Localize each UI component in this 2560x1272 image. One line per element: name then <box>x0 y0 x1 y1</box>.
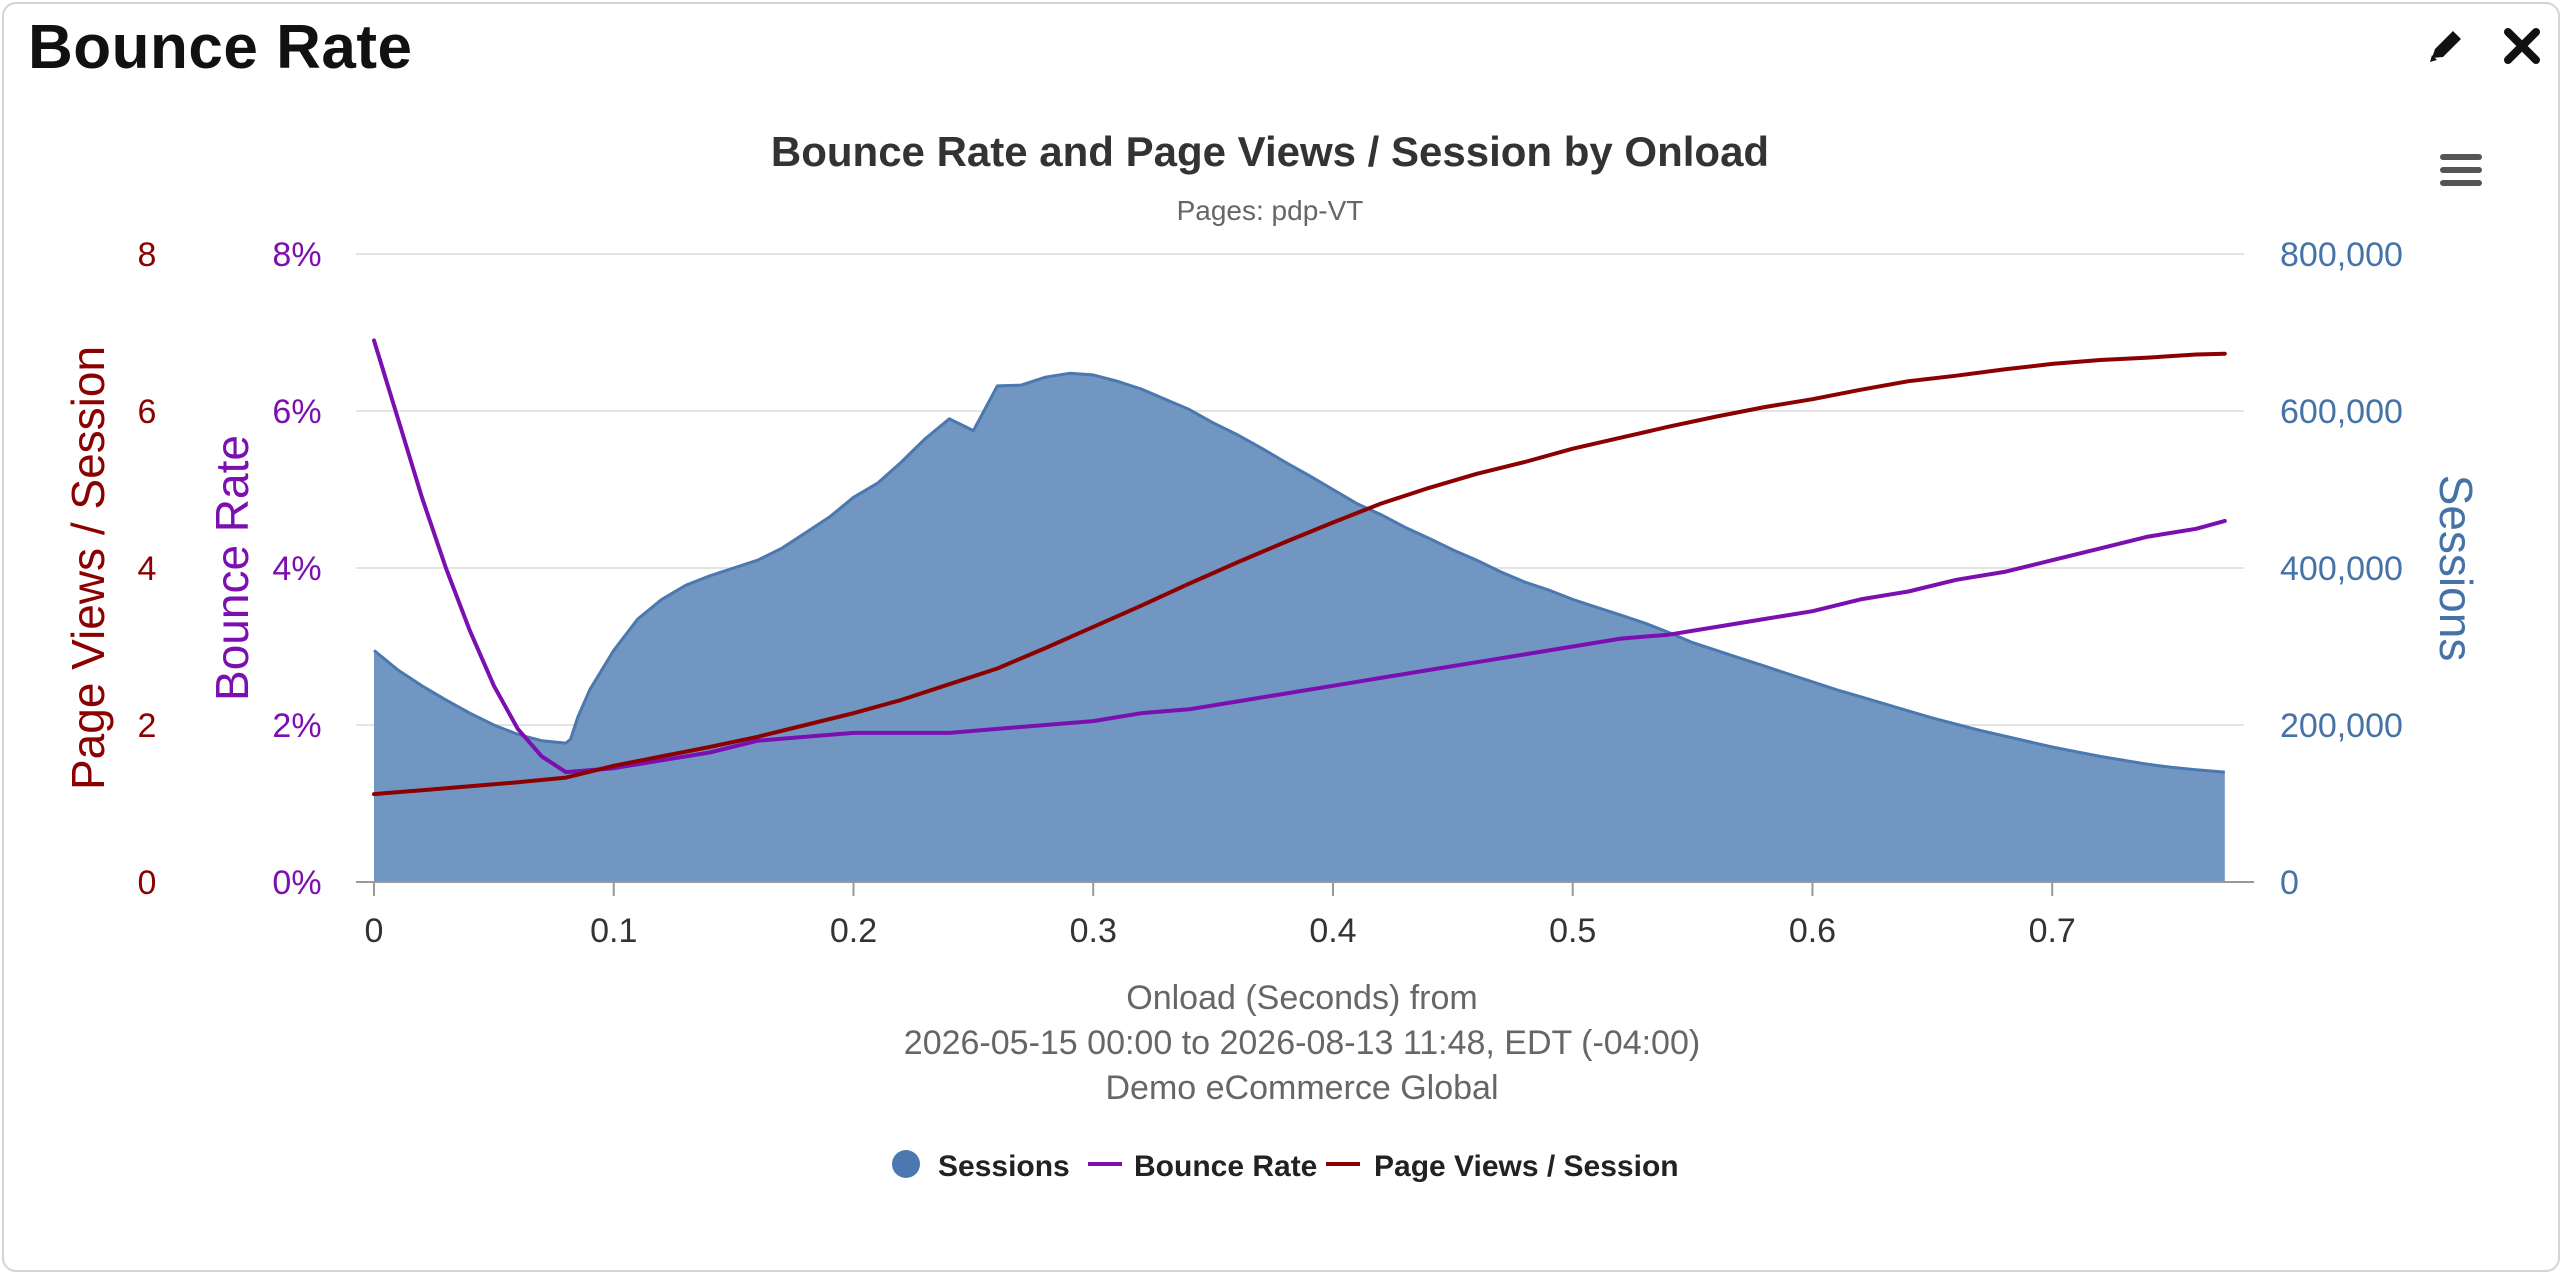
pencil-icon[interactable] <box>2422 22 2470 70</box>
x-axis-title-line: 2026-05-15 00:00 to 2026-08-13 11:48, ED… <box>904 1024 1700 1062</box>
y-tick-label-sessions: 200,000 <box>2280 707 2403 745</box>
menu-bar <box>2440 180 2482 186</box>
menu-bar <box>2440 167 2482 173</box>
legend-label: Page Views / Session <box>1374 1150 1679 1183</box>
x-tick-label: 0.4 <box>1309 912 1356 950</box>
y-axis-title-pvs: Page Views / Session <box>62 346 114 790</box>
x-tick-label: 0.2 <box>830 912 877 950</box>
x-tick-label: 0 <box>365 912 384 950</box>
series-line-bounce-rate <box>372 338 2227 775</box>
y-tick-label-bounce: 4% <box>272 550 321 588</box>
y-tick-label-sessions: 0 <box>2280 864 2299 902</box>
x-axis-title-line: Onload (Seconds) from <box>1126 979 1478 1017</box>
legend-label: Sessions <box>938 1150 1070 1183</box>
legend-symbol-circle <box>892 1150 920 1178</box>
y-tick-label-pvs: 0 <box>138 864 157 902</box>
x-tick-label: 0.3 <box>1070 912 1117 950</box>
series-area-sessions <box>374 373 2225 882</box>
x-tick-label: 0.6 <box>1789 912 1836 950</box>
y-tick-label-sessions: 600,000 <box>2280 393 2403 431</box>
chart-subtitle: Pages: pdp-VT <box>1177 195 1364 226</box>
menu-bar <box>2440 154 2482 160</box>
y-axis-title-bounce: Bounce Rate <box>206 435 258 701</box>
y-tick-label-pvs: 8 <box>138 236 157 274</box>
series-line-page-views-session <box>372 351 2227 797</box>
x-tick-label: 0.5 <box>1549 912 1596 950</box>
legend-item[interactable]: Bounce Rate <box>1088 1150 1317 1183</box>
legend-item[interactable]: Page Views / Session <box>1326 1150 1679 1183</box>
legend-label: Bounce Rate <box>1134 1150 1317 1183</box>
y-tick-label-bounce: 0% <box>272 864 321 902</box>
x-axis-title-line: Demo eCommerce Global <box>1105 1069 1498 1107</box>
x-tick-label: 0.7 <box>2029 912 2076 950</box>
hamburger-menu-icon[interactable] <box>2440 154 2482 186</box>
y-axis-title-sessions: Sessions <box>2430 475 2482 662</box>
y-tick-label-pvs: 4 <box>138 550 157 588</box>
chart-title: Bounce Rate and Page Views / Session by … <box>771 128 1769 175</box>
y-tick-label-bounce: 8% <box>272 236 321 274</box>
close-icon[interactable] <box>2498 22 2546 70</box>
y-tick-label-pvs: 2 <box>138 707 157 745</box>
y-tick-label-bounce: 2% <box>272 707 321 745</box>
y-tick-label-sessions: 800,000 <box>2280 236 2403 274</box>
y-tick-label-bounce: 6% <box>272 393 321 431</box>
y-tick-label-pvs: 6 <box>138 393 157 431</box>
legend-item[interactable]: Sessions <box>892 1150 1070 1183</box>
panel-title: Bounce Rate <box>28 13 413 82</box>
x-tick-label: 0.1 <box>590 912 637 950</box>
series-line-sessions <box>373 371 2225 774</box>
chart-area: Bounce Rate and Page Views / Session by … <box>62 128 2482 1183</box>
y-tick-label-sessions: 400,000 <box>2280 550 2403 588</box>
